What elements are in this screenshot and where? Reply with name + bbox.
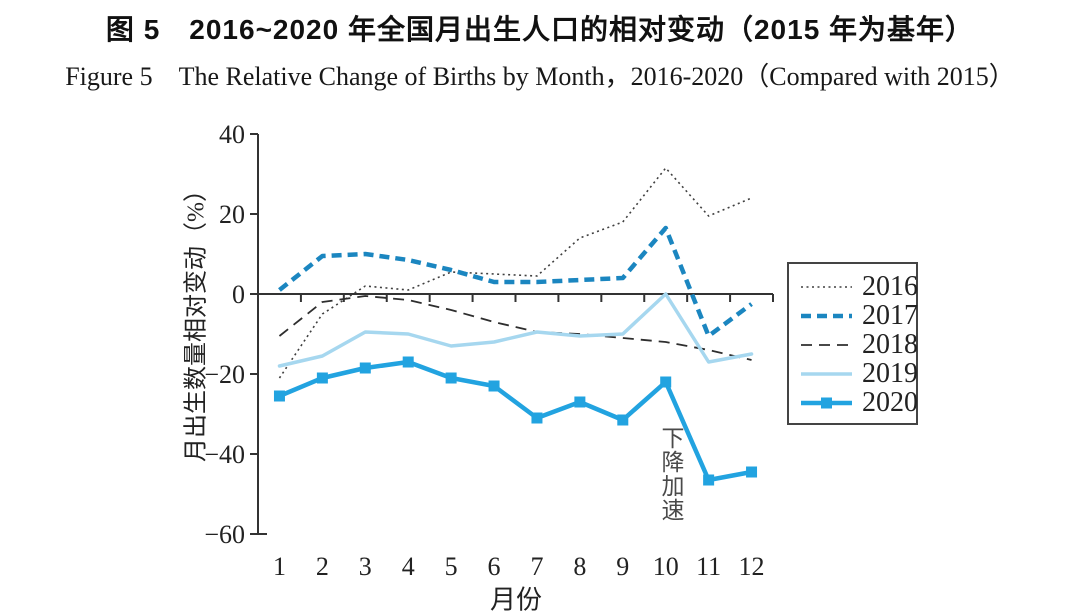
- y-tick-label: 0: [232, 280, 245, 309]
- x-tick-label: 1: [273, 552, 286, 581]
- x-tick-label: 2: [316, 552, 329, 581]
- x-tick-label: 10: [653, 552, 679, 581]
- y-axis-title: 月出生数量相对变动（%）: [183, 178, 210, 462]
- x-tick-label: 9: [616, 552, 629, 581]
- legend-swatch-2017: [801, 313, 852, 318]
- y-tick-label: 20: [219, 200, 245, 229]
- x-tick-label: 3: [359, 552, 372, 581]
- series-marker-2020: [746, 466, 758, 478]
- series-marker-2020: [574, 396, 586, 408]
- series-marker-2020: [273, 390, 285, 402]
- y-tick-label: −60: [204, 520, 245, 549]
- series-line-2018: [278, 295, 752, 361]
- x-tick-label: 7: [530, 552, 543, 581]
- series-marker-2020: [316, 372, 328, 384]
- series-line-2016: [278, 167, 752, 379]
- legend-label-2018: 2018: [862, 329, 918, 360]
- series-marker-2020: [531, 412, 543, 424]
- y-tick-label: −40: [204, 440, 245, 469]
- legend-label-2020: 2020: [862, 387, 918, 418]
- legend-swatch-2019: [801, 371, 852, 376]
- legend-item-2017: 2017: [799, 300, 918, 331]
- x-tick-label: 8: [573, 552, 586, 581]
- legend-item-2020: 2020: [799, 387, 918, 418]
- legend-item-2016: 2016: [799, 271, 918, 302]
- series-marker-2020: [445, 372, 457, 384]
- series-marker-2020: [488, 380, 500, 392]
- legend-label-2019: 2019: [862, 358, 918, 389]
- x-tick-label: 6: [488, 552, 501, 581]
- series-marker-2020: [402, 356, 414, 368]
- x-tick-label: 4: [402, 552, 415, 581]
- series-marker-2020: [617, 414, 629, 426]
- y-tick-label: 40: [219, 120, 245, 149]
- legend-swatch-2016: [801, 285, 852, 288]
- series-marker-2020: [359, 362, 371, 374]
- legend-label-2016: 2016: [862, 271, 918, 302]
- series-marker-2020: [660, 376, 672, 388]
- series-line-2019: [277, 292, 754, 368]
- x-tick-label: 12: [739, 552, 765, 581]
- legend-swatch-2018: [801, 343, 852, 346]
- chart-legend: 2016 2017 2018 2019 2020: [787, 262, 918, 425]
- legend-marker-sample: [821, 397, 832, 408]
- figure-title-english: Figure 5 The Relative Change of Births b…: [65, 62, 1015, 91]
- legend-label-2017: 2017: [862, 300, 918, 331]
- series-marker-2020: [703, 474, 715, 486]
- x-tick-label: 5: [445, 552, 458, 581]
- legend-item-2019: 2019: [799, 358, 918, 389]
- x-tick-label: 11: [696, 552, 721, 581]
- figure-title-chinese: 图 5 2016~2020 年全国月出生人口的相对变动（2015 年为基年）: [105, 14, 975, 45]
- legend-swatch-2020: [801, 397, 852, 408]
- y-tick-label: −20: [204, 360, 245, 389]
- x-axis-title: 月份: [489, 585, 543, 615]
- legend-item-2018: 2018: [799, 329, 918, 360]
- annotation-decline-accelerating: 下降加速: [658, 426, 683, 522]
- series-line-2020: [277, 359, 754, 483]
